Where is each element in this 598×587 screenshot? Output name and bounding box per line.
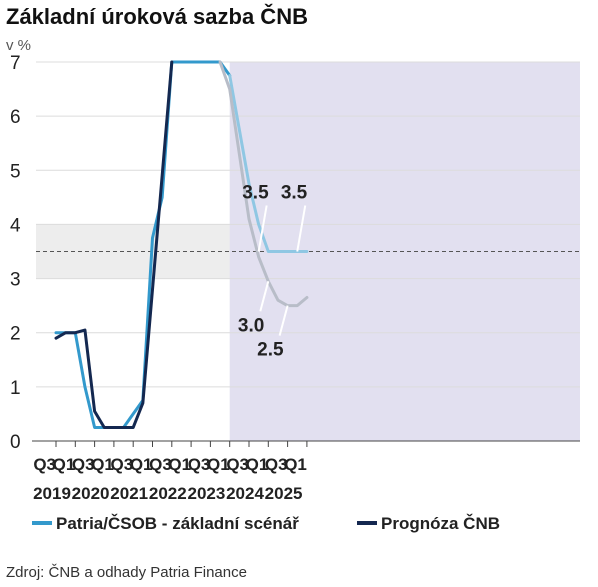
y-tick-label: 4 (10, 215, 21, 236)
x-year-label: 2020 (72, 484, 110, 503)
x-year-label: 2024 (226, 484, 264, 503)
x-tick-label: Q1 (284, 455, 307, 474)
x-tick-label: Q3 (72, 455, 95, 474)
y-tick-label: 0 (10, 432, 21, 453)
x-tick-label: Q3 (33, 455, 56, 474)
annotation-leader (296, 205, 307, 252)
x-tick-label: Q3 (188, 455, 211, 474)
y-tick-label: 1 (10, 378, 21, 399)
x-tick-label: Q1 (246, 455, 269, 474)
series-line-2 (228, 74, 309, 253)
annotation-label: 3.5 (242, 183, 269, 204)
series-line-4 (218, 60, 309, 308)
x-tick-label: Q1 (91, 455, 114, 474)
x-year-label: 2023 (187, 484, 225, 503)
series-lines (54, 60, 309, 429)
x-tick-label: Q3 (226, 455, 249, 474)
grid-lines (36, 61, 580, 388)
y-tick-label: 2 (10, 324, 21, 345)
x-tick-label: Q3 (149, 455, 172, 474)
x-tick-label: Q1 (207, 455, 230, 474)
annotation-leader (257, 205, 268, 252)
y-tick-label: 5 (10, 161, 21, 182)
annotation-label: 2.5 (257, 340, 284, 361)
x-tick-label: Q1 (130, 455, 153, 474)
y-tick-label: 3 (10, 270, 21, 291)
annotation-leader (278, 305, 289, 336)
x-tick-label: Q1 (53, 455, 76, 474)
x-tick-label: Q3 (265, 455, 288, 474)
series-line-3 (54, 60, 174, 429)
x-tick-label: Q1 (168, 455, 191, 474)
annotation-leader (259, 281, 270, 312)
x-year-label: 2019 (33, 484, 71, 503)
y-tick-label: 6 (10, 107, 21, 128)
legend-label: Patria/ČSOB - základní scénář (56, 514, 299, 533)
x-tick-label: Q3 (111, 455, 134, 474)
x-year-label: 2025 (265, 484, 303, 503)
annotation-label: 3.0 (238, 315, 264, 336)
x-year-label: 2022 (149, 484, 187, 503)
chart-title: Základní úroková sazba ČNB (6, 4, 308, 29)
source-note: Zdroj: ČNB a odhady Patria Finance (6, 564, 247, 581)
legend-label: Prognóza ČNB (381, 514, 500, 533)
legend: Patria/ČSOB - základní scénář Prognóza ČN… (32, 514, 500, 533)
y-tick-label: 7 (10, 53, 21, 74)
axes: 01234567Q3Q1Q3Q1Q3Q1Q3Q1Q3Q1Q3Q1Q3Q12019… (10, 53, 580, 503)
annotation-label: 3.5 (281, 183, 308, 204)
x-year-label: 2021 (110, 484, 148, 503)
y-axis-unit-label: v % (6, 37, 31, 54)
annotations: 3.5 3.5 3.0 2.5 (238, 183, 308, 361)
